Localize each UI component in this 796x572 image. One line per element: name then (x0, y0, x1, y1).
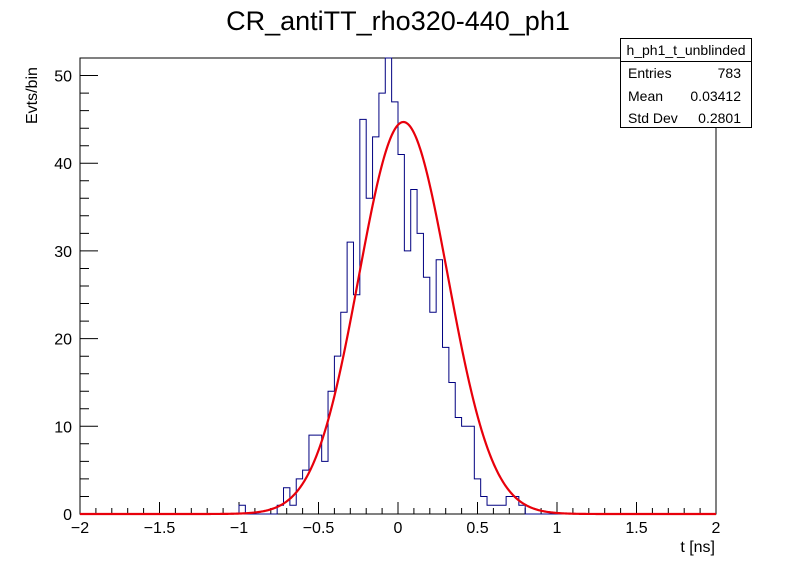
x-tick-label: −2 (71, 520, 89, 537)
gaussian-fit-curve (80, 120, 716, 516)
stats-value: 0.2801 (698, 110, 741, 126)
histogram-bin (430, 312, 436, 514)
histogram-bin (417, 233, 423, 514)
x-tick-label: −1 (230, 520, 248, 537)
histogram-bin (347, 242, 353, 514)
histogram-bin (436, 260, 442, 514)
y-tick-label: 40 (54, 156, 72, 173)
y-tick-label: 10 (54, 419, 72, 436)
histogram-bin (423, 277, 429, 514)
stats-label: Entries (628, 65, 672, 81)
x-tick-label: 0 (394, 520, 403, 537)
x-tick-label: −1.5 (144, 520, 176, 537)
histogram-bin (385, 58, 391, 514)
y-tick-label: 30 (54, 244, 72, 261)
stats-value: 0.03412 (690, 87, 741, 104)
stats-box: h_ph1_t_unblinded Entries 783 Mean 0.034… (620, 38, 752, 128)
stats-row-stddev: Std Dev 0.2801 (621, 107, 751, 130)
stats-row-entries: Entries 783 (621, 62, 751, 85)
y-tick-label: 50 (54, 69, 72, 86)
histogram-bin (487, 505, 493, 514)
stats-value: 783 (717, 65, 741, 81)
x-axis-label: t [ns] (680, 539, 715, 556)
x-tick-labels: −2 −1.5 −1 −0.5 0 0.5 1 1.5 2 (71, 520, 721, 537)
histogram-bin (462, 426, 468, 514)
histogram-bin (290, 505, 296, 514)
histogram-bin (500, 505, 506, 514)
histogram-bin (411, 190, 417, 514)
stats-row-mean: Mean 0.03412 (621, 85, 751, 108)
histogram-bin (443, 347, 449, 514)
x-tick-label: 0.5 (466, 520, 488, 537)
histogram-bin (455, 418, 461, 514)
axis-ticks (79, 57, 717, 515)
fit-series (80, 120, 716, 516)
histogram-bin (398, 154, 404, 514)
y-tick-label: 0 (63, 507, 72, 524)
y-axis-label: Evts/bin (24, 67, 41, 124)
histogram-bin (322, 461, 328, 514)
x-tick-label: −0.5 (303, 520, 335, 537)
stats-label: Mean (628, 87, 664, 104)
chart-title: CR_antiTT_rho320-440_ph1 (226, 6, 570, 36)
stats-label: Std Dev (628, 110, 678, 126)
histogram-bin (404, 251, 410, 514)
histogram-bin (360, 119, 366, 514)
histogram-bin (506, 496, 512, 514)
x-tick-label: 2 (712, 520, 721, 537)
tick-marks (79, 57, 717, 515)
y-tick-label: 20 (54, 332, 72, 349)
x-tick-label: 1 (553, 520, 562, 537)
histogram-bin (392, 102, 398, 514)
histogram-bin (481, 496, 487, 514)
histogram-bin (519, 505, 525, 514)
histogram-bin (353, 295, 359, 514)
histogram-bin (366, 198, 372, 514)
y-tick-labels: 0 10 20 30 40 50 (54, 69, 72, 524)
histogram-bin (449, 382, 455, 514)
stats-box-title: h_ph1_t_unblinded (621, 39, 751, 62)
histogram-bin (474, 479, 480, 514)
histogram-outline (80, 57, 716, 515)
histogram-bin (493, 505, 499, 514)
histogram-bin (468, 426, 474, 514)
histogram-bin (309, 435, 315, 514)
x-tick-label: 1.5 (625, 520, 647, 537)
histogram-series (80, 57, 716, 515)
